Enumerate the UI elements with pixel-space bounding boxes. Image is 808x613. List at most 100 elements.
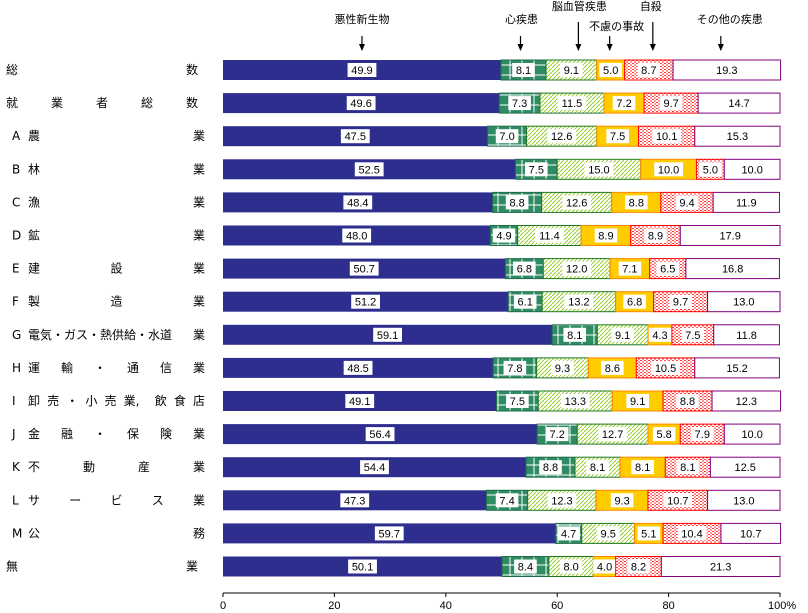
category-text: 業 <box>193 427 205 441</box>
data-label: 8.4 <box>518 562 533 574</box>
data-label-box <box>563 327 587 342</box>
data-label: 9.5 <box>601 528 616 540</box>
data-label: 59.1 <box>377 330 398 342</box>
data-label-box <box>365 427 395 442</box>
category-text: 売 <box>47 393 59 408</box>
data-label-box <box>564 294 594 309</box>
bar-row: 50.1 8.4 8.0 4.0 8.2 21.3 <box>223 556 781 577</box>
data-label-box <box>631 460 654 475</box>
category-prefix: I <box>12 394 16 408</box>
x-tick-label: 0 <box>220 600 226 612</box>
data-label: 10.1 <box>656 131 677 143</box>
data-label: 13.0 <box>733 495 754 507</box>
data-label: 13.0 <box>733 297 754 309</box>
x-axis: 0 20 40 60 80 100% <box>220 592 796 612</box>
category-text: 店 <box>193 394 205 408</box>
data-label-box <box>729 294 759 309</box>
data-label: 49.9 <box>351 65 372 77</box>
data-label-box <box>731 394 761 408</box>
category-prefix: M <box>12 526 22 540</box>
data-label-box <box>610 493 634 508</box>
data-label: 49.6 <box>350 98 371 110</box>
category-text: 総 <box>6 63 18 77</box>
category-label: H 運 輸 ・ 通 信 業 <box>12 360 205 375</box>
data-label: 7.8 <box>507 363 522 375</box>
data-label-box <box>724 96 754 111</box>
data-label-box <box>495 493 519 508</box>
bar-row: 49.6 7.3 11.5 7.2 9.7 14.7 <box>223 92 781 114</box>
data-label-box <box>637 526 661 541</box>
data-label: 52.5 <box>359 164 380 176</box>
x-tick-label: 100% <box>768 600 796 612</box>
data-label-box <box>562 261 592 276</box>
data-label-box <box>525 162 548 177</box>
category-text: 農 <box>28 129 40 143</box>
category-label: G 電気・ガス・熱供給・水道 業 <box>12 327 205 342</box>
category-text: ・ <box>94 361 106 375</box>
category-label: 総数 <box>6 62 198 77</box>
data-label-box <box>637 63 661 77</box>
category-text: 設 <box>111 261 123 276</box>
data-label-box <box>351 294 380 309</box>
bar-row: 48.5 7.8 9.3 8.6 10.5 15.2 <box>223 357 780 379</box>
data-label: 7.5 <box>685 330 700 342</box>
data-label-box <box>495 129 519 144</box>
category-text: 業 <box>193 262 205 276</box>
category-text: 数 <box>186 62 198 77</box>
bar-row: 59.7 4.7 9.5 5.1 10.4 10.7 <box>223 522 782 544</box>
category-text: 業 <box>193 361 205 375</box>
category-text: 輸 <box>61 360 73 375</box>
category-prefix: E <box>12 262 20 276</box>
category-text: 電気・ガス・熱供給・水道 <box>28 327 172 342</box>
data-label: 9.3 <box>614 495 629 507</box>
data-label-box <box>676 460 700 475</box>
data-label: 12.3 <box>736 396 757 408</box>
legend-label: 不慮の事故 <box>589 19 644 33</box>
data-label-box <box>706 559 736 574</box>
data-label-box <box>347 63 377 77</box>
data-label-box <box>690 427 714 442</box>
category-text: 総 <box>141 96 153 110</box>
data-label: 54.4 <box>364 462 385 474</box>
data-label-box <box>492 228 516 243</box>
category-text: 業 <box>51 96 63 110</box>
data-label: 8.8 <box>680 396 695 408</box>
data-label: 9.4 <box>679 197 694 209</box>
data-label: 10.7 <box>740 528 761 540</box>
data-label-box <box>340 129 370 144</box>
category-text: 保 <box>127 427 139 441</box>
data-label-box <box>547 493 577 508</box>
data-label-box <box>547 129 577 144</box>
category-text: 融 <box>61 427 73 441</box>
data-label: 7.1 <box>622 264 637 276</box>
data-label-box <box>343 360 373 375</box>
data-label: 7.5 <box>610 131 625 143</box>
category-text: 業 <box>193 129 205 143</box>
arrow-head-icon <box>358 44 365 51</box>
category-labels: 総数就業者総数A 農業B 林業C 漁業D 鉱業E 建設業F 製造業G 電気・ガス・熱供給・水道… <box>6 62 205 574</box>
data-label-box <box>626 394 649 408</box>
arrow-head-icon <box>649 44 656 51</box>
data-label-box <box>514 559 537 574</box>
data-label-box <box>732 327 761 342</box>
category-text: ス <box>152 493 164 507</box>
data-label-box <box>596 526 620 541</box>
data-label: 8.8 <box>509 197 524 209</box>
category-text: ー <box>69 493 81 507</box>
data-label: 8.1 <box>635 462 650 474</box>
data-label: 56.4 <box>369 429 390 441</box>
data-label: 7.2 <box>616 98 631 110</box>
category-text: 業 <box>193 328 205 342</box>
legend-label: 悪性新生物 <box>334 12 389 26</box>
data-label-box <box>718 261 748 276</box>
arrow-head-icon <box>517 44 524 51</box>
data-label: 14.7 <box>728 98 749 110</box>
x-tick-label: 60 <box>551 600 563 612</box>
data-label-box <box>512 63 535 77</box>
data-label-box <box>675 195 699 210</box>
data-label-box <box>715 228 745 243</box>
data-label-box <box>584 162 614 177</box>
